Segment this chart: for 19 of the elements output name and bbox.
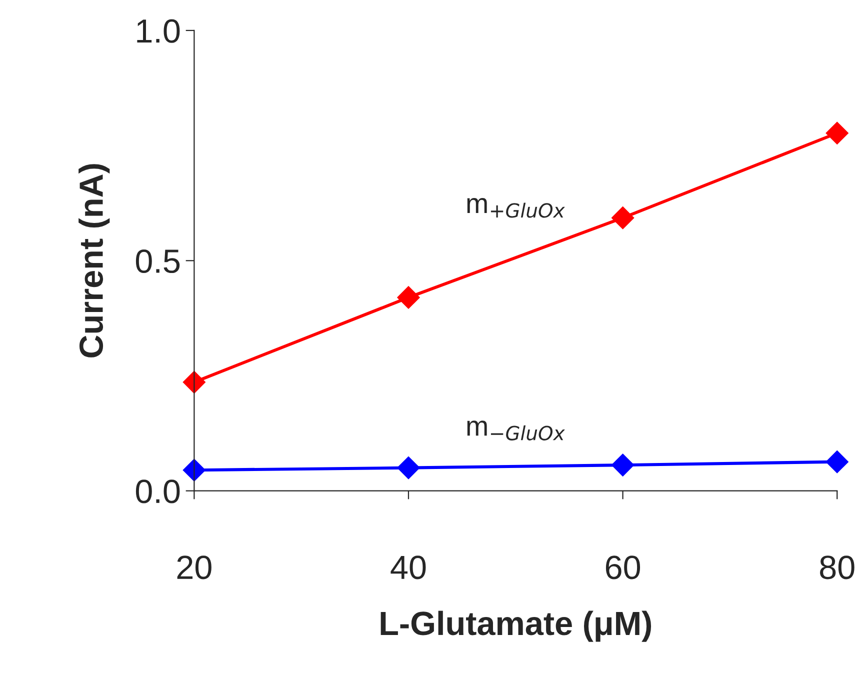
- x-axis-title: L-Glutamate (μM): [380, 610, 652, 642]
- point: [397, 456, 420, 480]
- point: [397, 286, 420, 309]
- x-tick-label: 80: [820, 556, 854, 580]
- x-tick-label: 60: [606, 556, 640, 580]
- point: [182, 458, 206, 482]
- point: [826, 450, 848, 474]
- x-tick-label: 40: [390, 556, 426, 580]
- series-label: m$_{+GluOx}$: [467, 198, 565, 218]
- point: [182, 370, 206, 394]
- point: [611, 206, 634, 230]
- y-tick-label: 1.0: [137, 19, 180, 43]
- point: [611, 454, 634, 476]
- y-axis-title: Current (nA): [78, 164, 110, 358]
- x-tick-label: 20: [177, 556, 212, 580]
- series-label: m$_{−GluOx}$: [467, 420, 565, 440]
- point: [826, 122, 848, 144]
- y-tick-label: 0.5: [136, 249, 180, 274]
- y-tick-label: 0.0: [136, 480, 180, 504]
